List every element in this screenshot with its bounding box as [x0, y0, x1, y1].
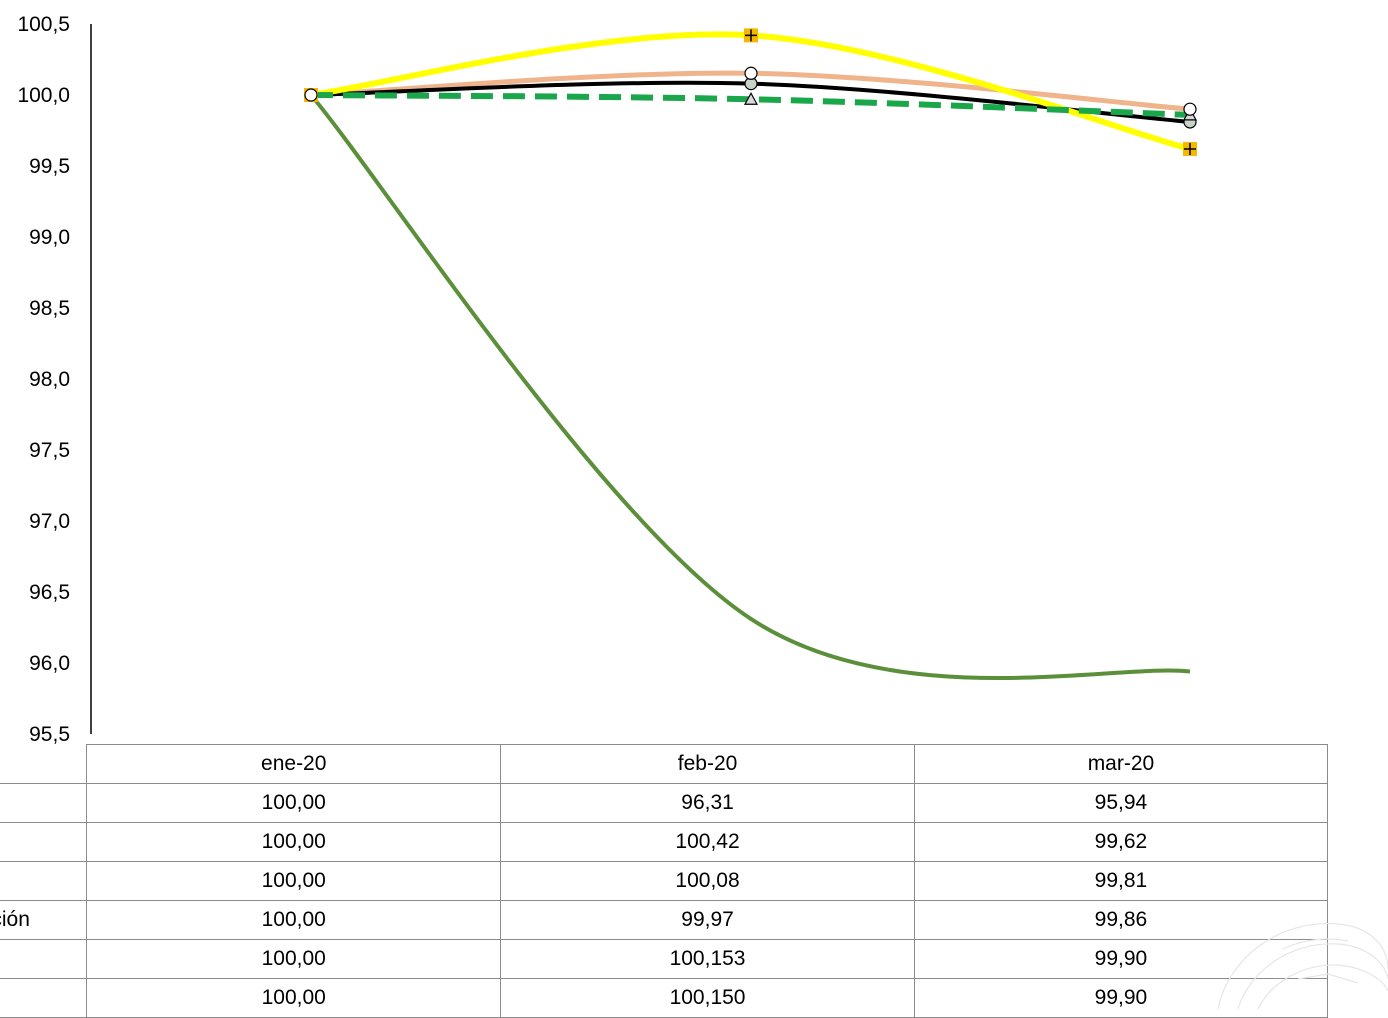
y-tick-label: 98,5 — [29, 297, 70, 320]
series-2-point-3 — [1183, 141, 1197, 156]
table-row: 100,00 100,153 99,90 — [0, 939, 1329, 979]
series-5-point-2 — [744, 66, 758, 80]
y-tick-label: 99,0 — [29, 226, 70, 249]
y-tick-label: 98,0 — [29, 368, 70, 391]
x-category-label: feb-20 — [500, 744, 915, 784]
data-label: 99,62 — [913, 822, 1329, 862]
y-tick-label: 100,5 — [17, 13, 70, 36]
data-label: 100,08 — [500, 861, 915, 901]
data-label: 100,150 — [500, 978, 915, 1018]
data-label: 100,00 — [86, 978, 502, 1018]
y-tick-label: 95,5 — [29, 723, 70, 744]
y-tick-label: 97,5 — [29, 439, 70, 462]
x-category-label: ene-20 — [86, 744, 502, 784]
series-label — [0, 783, 88, 823]
data-label: 100,00 — [86, 783, 502, 823]
series-label — [0, 822, 88, 862]
series-5-point-1 — [304, 88, 318, 102]
series-label: entes — [0, 978, 88, 1018]
series-label — [0, 939, 88, 979]
y-tick-label: 100,0 — [17, 84, 70, 107]
data-label: 100,00 — [86, 822, 502, 862]
series-label — [0, 861, 88, 901]
data-label: 100,42 — [500, 822, 915, 862]
y-tick-label: 97,0 — [29, 510, 70, 533]
series-label: servación — [0, 900, 88, 940]
data-label: 100,00 — [86, 861, 502, 901]
y-axis-ticks: 100,5 100,0 99,5 99,0 98,5 98,0 97,5 97,0 96,5 96… — [17, 13, 70, 744]
y-tick-label: 99,5 — [29, 155, 70, 178]
data-label: 100,153 — [500, 939, 915, 979]
series-4-point-2 — [743, 92, 759, 105]
series-lines — [309, 31, 1191, 680]
series-2-point-2 — [744, 28, 758, 43]
table-corner — [0, 744, 88, 784]
series-markers — [303, 28, 1198, 156]
y-tick-label: 96,0 — [29, 652, 70, 675]
series-5-point-3 — [1183, 102, 1197, 116]
data-label: 100,00 — [86, 900, 502, 940]
watermark-emblem — [1217, 923, 1388, 1009]
x-category-label: mar-20 — [913, 744, 1329, 784]
data-label: 99,81 — [913, 861, 1329, 901]
series-line-2 — [310, 31, 1191, 152]
data-label: 96,31 — [500, 783, 915, 823]
line-chart: 100,5 100,0 99,5 99,0 98,5 98,0 97,5 97,0 96,5 96… — [17, 13, 1198, 744]
y-tick-label: 96,5 — [29, 581, 70, 604]
series-line-4 — [310, 92, 1191, 118]
data-label: 100,00 — [86, 939, 502, 979]
table-row: 100,00 96,31 95,94 — [0, 783, 1329, 823]
table-row: 100,00 100,08 99,81 — [0, 861, 1329, 901]
data-table: ene-20 feb-20 mar-20 100,00 96,31 95,94 100,00… — [0, 744, 1329, 1018]
series-line-1 — [309, 93, 1191, 680]
table-row: 100,00 100,42 99,62 — [0, 822, 1329, 862]
data-label: 95,94 — [913, 783, 1329, 823]
data-label: 99,97 — [500, 900, 915, 940]
